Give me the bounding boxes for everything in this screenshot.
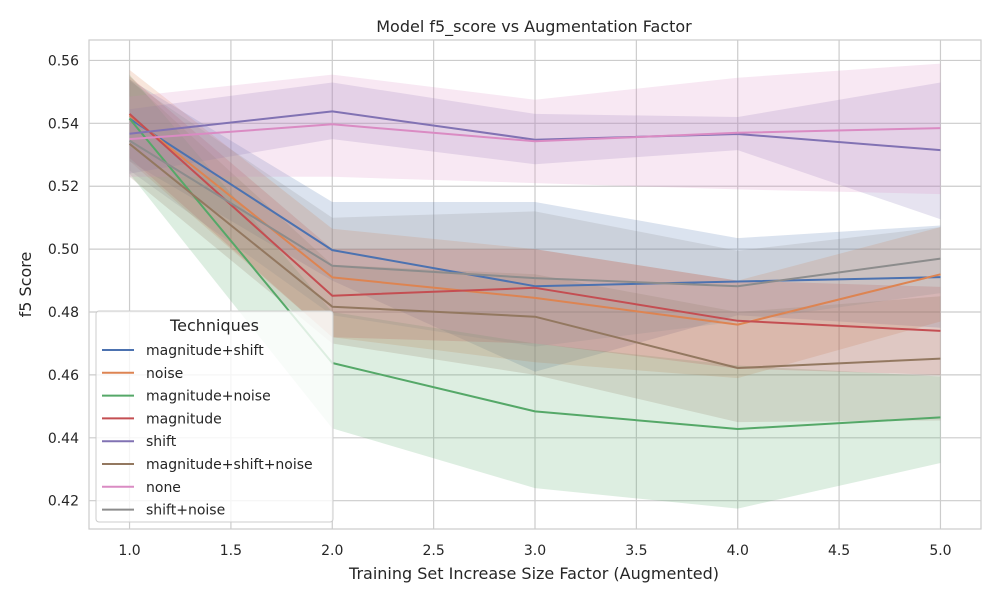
series-line [128,117,941,430]
x-tick-label: 4.5 [828,543,850,559]
series-line [128,117,941,288]
x-tick-label: 3.0 [524,543,546,559]
y-tick-label: 0.54 [48,116,79,132]
x-tick-label: 4.0 [727,543,749,559]
series-line [129,110,941,152]
y-tick-label: 0.50 [48,242,79,258]
confidence-band [129,69,941,379]
confidence-band [129,80,941,347]
series-lines [128,110,941,430]
plot-frame [88,39,982,530]
x-tick-label: 1.0 [118,543,140,559]
legend-title: Techniques [169,316,259,335]
y-tick-labels: 0.42 0.44 0.46 0.48 0.50 0.52 0.54 0.56 [48,53,79,509]
legend-label: noise [146,366,183,382]
chart-title: Model f5_score vs Augmentation Factor [376,17,692,37]
confidence-band [129,79,941,372]
confidence-band [129,63,941,195]
x-tick-labels: 1.0 1.5 2.0 2.5 3.0 3.5 4.0 4.5 5.0 [118,543,951,559]
grid-lines [89,40,981,529]
y-tick-label: 0.44 [48,431,79,447]
y-tick-label: 0.52 [48,179,79,195]
legend-label: magnitude+noise [146,389,271,405]
x-tick-label: 2.5 [423,543,445,559]
x-tick-label: 3.5 [625,543,647,559]
y-tick-label: 0.48 [48,305,79,321]
series-line [128,143,941,369]
confidence-band [129,76,941,375]
y-axis-title: f5 Score [16,252,35,318]
legend-label: shift [146,434,177,450]
series-line [129,123,941,143]
legend-label: shift+noise [146,503,225,519]
y-tick-label: 0.56 [48,53,79,69]
x-axis-title: Training Set Increase Size Factor (Augme… [348,564,719,583]
series-line [128,139,941,288]
legend-label: magnitude+shift [146,343,264,359]
x-tick-label: 1.5 [220,543,242,559]
series-line [128,113,941,332]
legend-box [95,310,334,523]
legend-items: magnitude+shift noise magnitude+noise magni… [102,343,313,519]
x-tick-label: 2.0 [321,543,343,559]
confidence-band [129,82,941,220]
legend-label: magnitude+shift+noise [146,457,313,473]
x-tick-label: 5.0 [929,543,951,559]
legend: Techniques magnitude+shiftnoisemagnitude… [95,310,334,523]
y-tick-label: 0.42 [48,494,79,510]
legend-label: none [146,480,181,496]
legend-label: magnitude [146,411,222,427]
y-tick-label: 0.46 [48,368,79,384]
